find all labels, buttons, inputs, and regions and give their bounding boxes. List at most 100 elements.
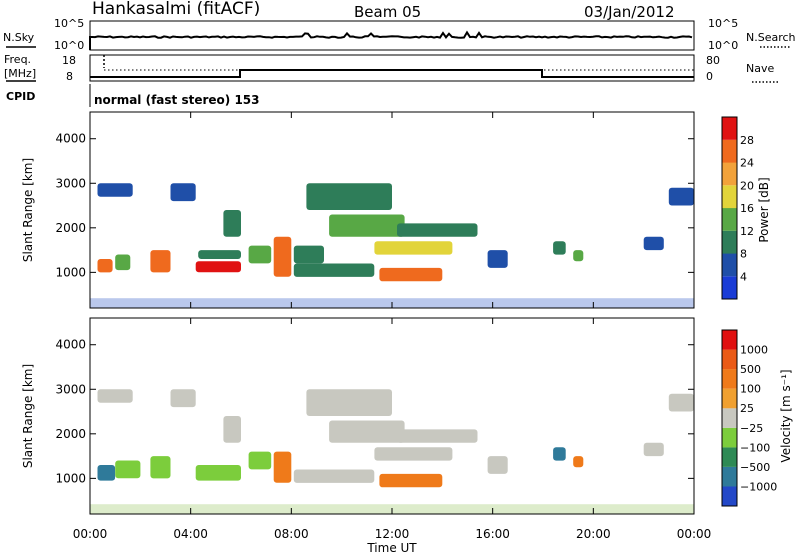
colorbar-frame: [721, 329, 738, 507]
y-tick-label: 2000: [55, 221, 86, 235]
freq-left-bottom-tick: 8: [66, 70, 73, 83]
data-blob-4: [170, 183, 196, 202]
colorbar-segment: [722, 185, 737, 209]
colorbar-tick-label: 28: [740, 134, 754, 147]
data-blob-8: [273, 451, 292, 483]
y-tick-label: 4000: [55, 132, 86, 146]
data-blob-6: [198, 250, 241, 259]
x-tick-label: 00:00: [73, 527, 108, 541]
y-tick-label: 1000: [55, 471, 86, 485]
colorbar-tick-label: 24: [740, 157, 754, 170]
colorbar-segment: [722, 330, 737, 350]
data-blob-14: [374, 241, 453, 255]
data-blob-12: [374, 447, 453, 461]
velocity-y-ticks: 1000 2000 3000 4000: [55, 338, 694, 485]
colorbar-segment: [722, 117, 737, 140]
power-colorbar: 4 8 12 16 20 24 28: [721, 116, 754, 300]
data-blob-5: [195, 465, 241, 481]
colorbar-segment: [722, 486, 737, 506]
colorbar-tick-label: 4: [740, 270, 747, 283]
colorbar-segment: [722, 230, 737, 254]
velocity-panel: 1000 2000 3000 4000 Slant Range [km]: [21, 317, 695, 515]
data-blob-0: [97, 389, 133, 403]
colorbar-segment: [722, 139, 737, 163]
colorbar-segment: [722, 466, 737, 487]
nave-label: Nave: [746, 62, 774, 75]
data-blob-5: [195, 261, 241, 273]
colorbar-tick-label: −100: [740, 441, 770, 454]
data-blob-13: [379, 473, 443, 488]
data-blob-11: [293, 263, 375, 277]
noise-left-bottom-tick: 10^0: [54, 39, 84, 52]
x-tick-label: 12:00: [375, 527, 410, 541]
noise-right-bottom-tick: 10^0: [708, 39, 738, 52]
data-blob-3: [150, 250, 171, 273]
data-blob-21: [668, 187, 694, 206]
colorbar-segment: [722, 162, 737, 186]
freq-label-1: Freq.: [4, 53, 31, 66]
freq-panel-frame: [89, 54, 695, 82]
noise-panel-frame: [89, 20, 695, 51]
colorbar-tick-label: 25: [740, 402, 754, 415]
data-blob-9: [273, 236, 292, 277]
data-blob-19: [668, 393, 694, 412]
x-tick-label: 08:00: [274, 527, 309, 541]
data-blob-9: [293, 469, 375, 483]
data-blob-6: [223, 416, 241, 443]
freq-left-top-tick: 18: [62, 54, 76, 67]
data-blob-15: [379, 267, 443, 282]
data-blob-10: [306, 389, 392, 416]
cpid-mode: normal (fast stereo) 153: [94, 93, 260, 107]
date-title: 03/Jan/2012: [584, 3, 675, 21]
colorbar-tick-label: 8: [740, 248, 747, 261]
data-blob-16: [553, 447, 566, 461]
data-blob-2: [115, 254, 131, 271]
data-blob-7: [223, 210, 241, 237]
nave-right-top-tick: 80: [706, 54, 720, 67]
y-tick-label: 3000: [55, 382, 86, 396]
colorbar-tick-label: 1000: [740, 344, 768, 357]
power-panel: 1000 2000 3000 4000 Slant Range [km]: [21, 111, 695, 309]
noise-right-top-tick: 10^5: [708, 17, 738, 30]
colorbar-tick-label: −25: [740, 422, 763, 435]
freq-trace: [90, 69, 694, 78]
velocity-data: [90, 389, 694, 514]
power-y-label: Slant Range [km]: [21, 158, 35, 262]
data-blob-12: [306, 183, 392, 210]
beam-title: Beam 05: [354, 3, 421, 21]
data-blob-1: [97, 465, 116, 481]
data-blob-2: [115, 460, 141, 479]
data-blob-14: [397, 429, 478, 443]
x-tick-label: 00:00: [677, 527, 712, 541]
colorbar-segment: [722, 427, 737, 448]
velocity-colorbar-label: Velocity [m s⁻¹]: [779, 369, 793, 462]
noise-left-label: N.Sky: [3, 31, 35, 44]
power-colorbar-label: Power [dB]: [757, 177, 771, 242]
data-blob-18: [643, 442, 664, 457]
data-blob-13: [329, 214, 405, 237]
colorbar-tick-label: 500: [740, 363, 761, 376]
colorbar-frame: [721, 116, 738, 300]
colorbar-segment: [722, 408, 737, 428]
x-axis-ticks: 00:00 04:00 08:00 12:00 16:00 20:00 00:00: [73, 112, 712, 541]
y-tick-label: 2000: [55, 427, 86, 441]
colorbar-segment: [722, 349, 737, 370]
noise-trace: [89, 30, 693, 50]
data-blob-11: [329, 420, 405, 443]
colorbar-tick-label: −500: [740, 461, 770, 474]
colorbar-tick-label: −1000: [740, 480, 777, 493]
data-blob-15: [487, 456, 508, 474]
data-blob-0: [97, 259, 113, 273]
data-blob-8: [248, 245, 272, 264]
colorbar-tick-label: 100: [740, 383, 761, 396]
colorbar-tick-label: 20: [740, 179, 754, 192]
colorbar-segment: [722, 447, 737, 467]
data-blob-3: [150, 456, 171, 479]
cpid-label: CPID: [6, 90, 35, 103]
colorbar-segment: [722, 208, 737, 231]
colorbar-segment: [722, 253, 737, 277]
power-y-ticks: 1000 2000 3000 4000: [55, 132, 694, 279]
data-blob-17: [573, 456, 584, 468]
freq-label-2: [MHz]: [4, 67, 36, 80]
